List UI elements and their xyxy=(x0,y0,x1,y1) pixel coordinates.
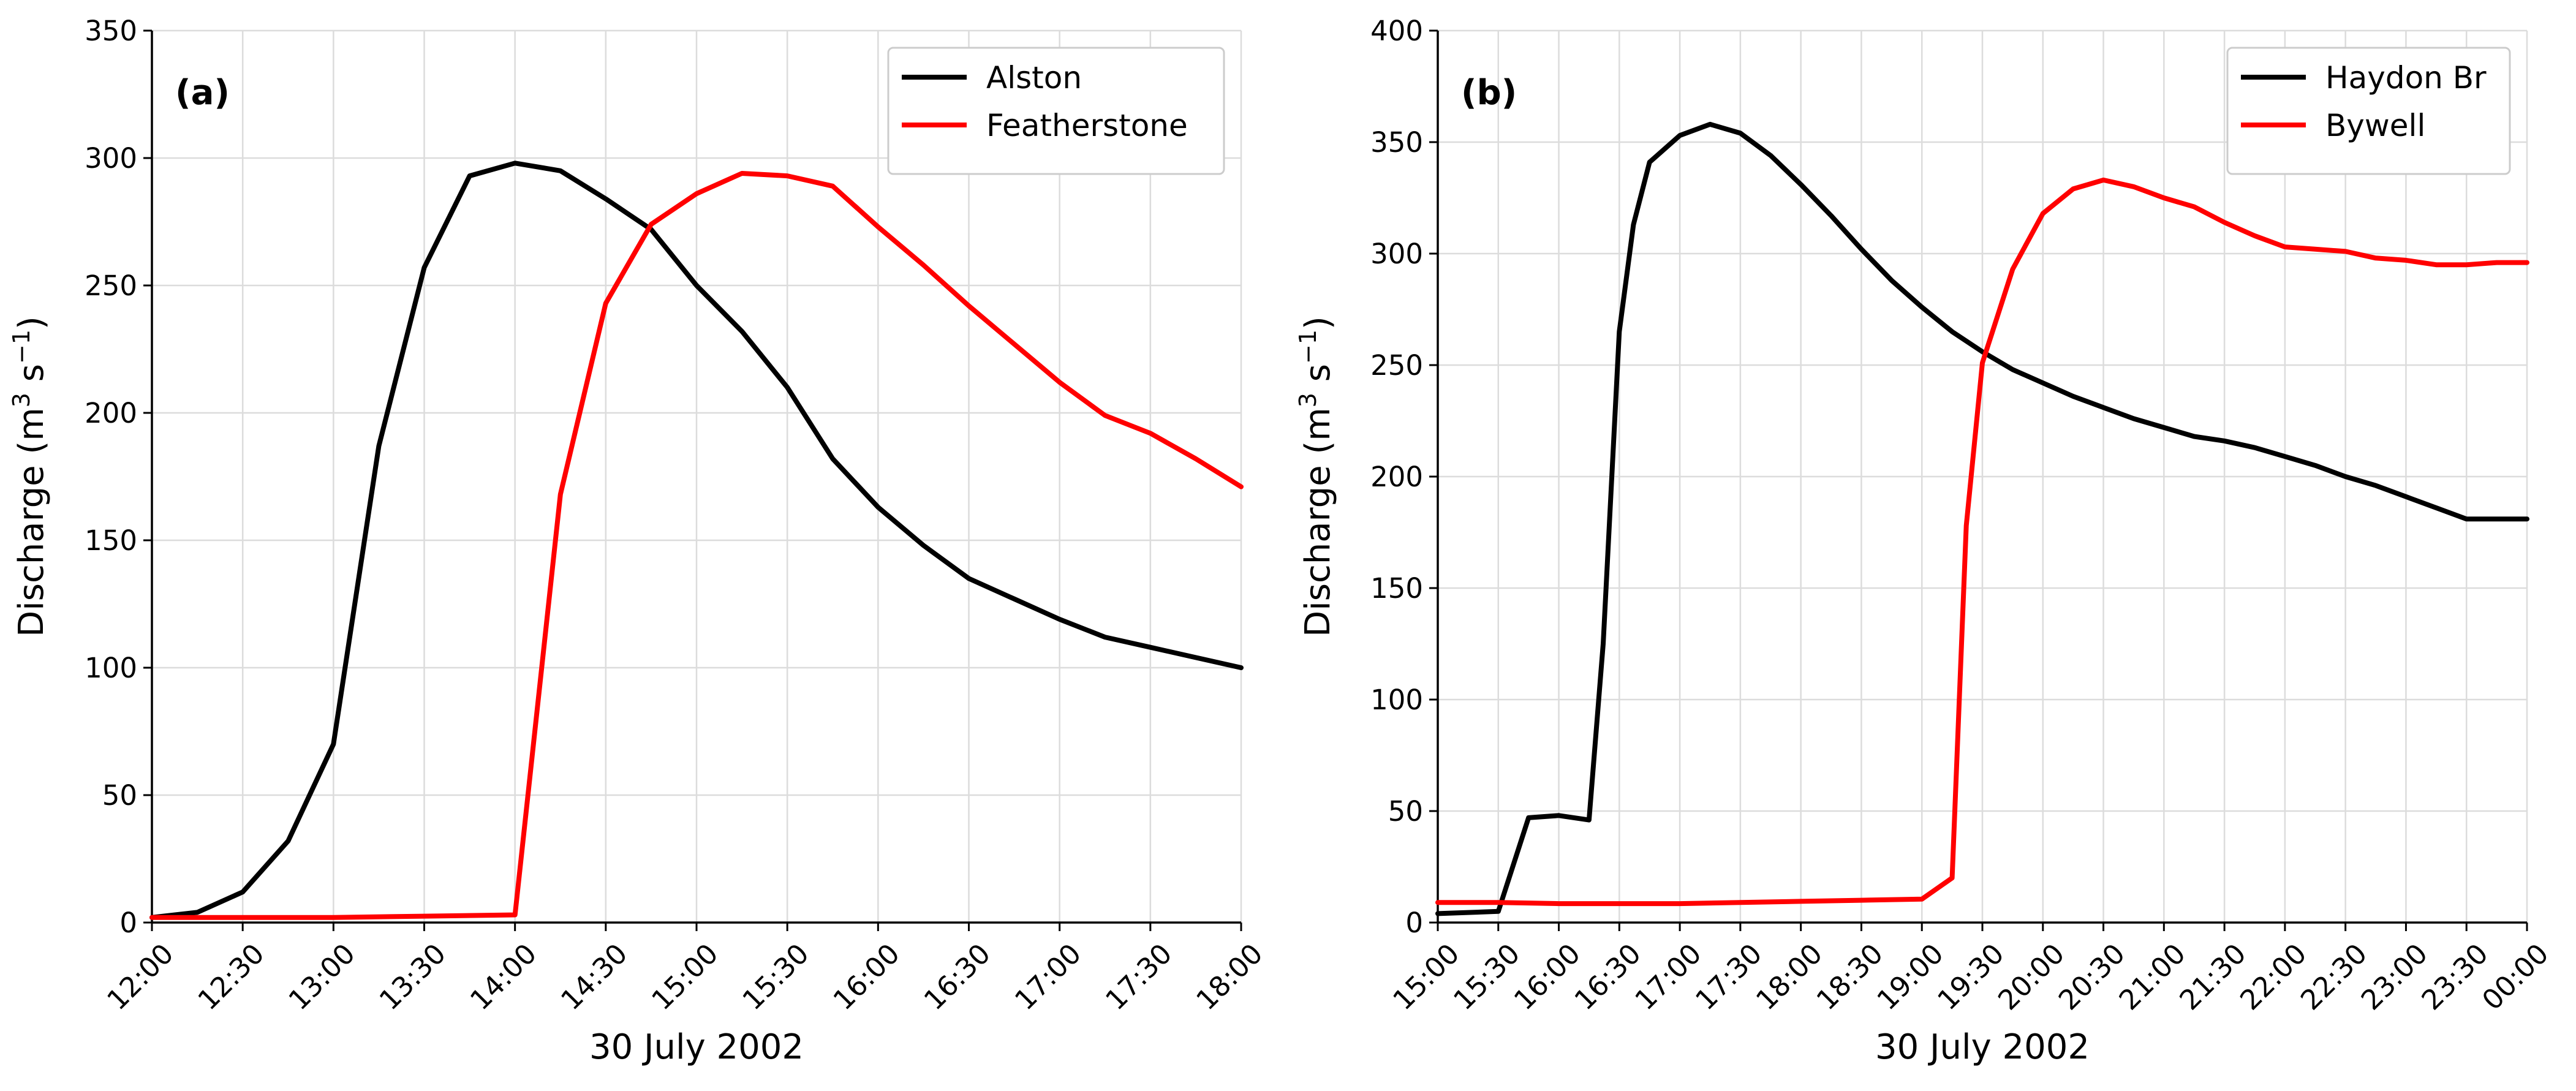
x-tick-label: 19:30 xyxy=(1931,937,2010,1016)
x-tick-label: 13:30 xyxy=(373,937,452,1016)
legend-box xyxy=(887,47,1225,175)
x-tick-label: 21:00 xyxy=(2113,937,2192,1016)
y-axis-title: Discharge (m3 s−1) xyxy=(8,316,51,637)
x-tick-label: 16:30 xyxy=(918,937,997,1016)
x-tick-label: 00:00 xyxy=(2476,937,2555,1016)
x-axis-title: 30 July 2002 xyxy=(1875,1027,2090,1067)
legend-label: Haydon Br xyxy=(2325,60,2487,96)
y-axis-title-part: s xyxy=(1298,364,1338,393)
y-tick-label: 50 xyxy=(1388,795,1423,828)
x-tick-label: 18:00 xyxy=(1750,937,1829,1016)
y-axis-title-superscript: 3 xyxy=(1294,393,1321,407)
y-tick-label: 0 xyxy=(119,907,137,939)
x-tick-label: 17:00 xyxy=(1008,937,1087,1016)
y-tick-label: 350 xyxy=(85,15,137,47)
panel-b: 05010015020025030035040015:0015:3016:001… xyxy=(1294,15,2555,1067)
series-line-featherstone xyxy=(149,171,1244,920)
y-tick-label: 150 xyxy=(85,524,137,557)
y-tick-label: 100 xyxy=(1370,684,1423,716)
y-axis-title-superscript: −1 xyxy=(1294,330,1321,364)
legend: Haydon Br Bywell xyxy=(2226,47,2511,175)
x-tick-label: 14:30 xyxy=(554,937,633,1016)
x-tick-label: 22:30 xyxy=(2294,937,2373,1016)
legend-label: Bywell xyxy=(2325,108,2425,143)
y-tick-label: 300 xyxy=(85,142,137,175)
panel-label: (a) xyxy=(175,73,230,113)
x-tick-label: 17:30 xyxy=(1099,937,1178,1016)
panel-a: 0 50 100 150 200 250 300 350 12:00 12:30 13:00 13:3… xyxy=(8,15,1269,1067)
y-axis-title-part: Discharge (m xyxy=(1298,407,1338,637)
y-tick-label: 250 xyxy=(85,270,137,302)
y-tick-label: 250 xyxy=(1370,349,1423,382)
x-axis-title: 30 July 2002 xyxy=(589,1027,804,1067)
series-line-haydon-br xyxy=(1435,121,2529,916)
x-tick-label: 22:00 xyxy=(2234,937,2313,1016)
x-tick-label: 14:00 xyxy=(464,937,543,1016)
x-tick-label: 20:30 xyxy=(2052,937,2131,1016)
x-tick-label: 15:00 xyxy=(645,937,724,1016)
y-axis-title-part: ) xyxy=(1298,316,1338,330)
x-tick-label: 21:30 xyxy=(2173,937,2252,1016)
y-tick-label: 300 xyxy=(1370,238,1423,270)
x-tick-label: 23:30 xyxy=(2415,937,2495,1016)
y-axis-title-superscript: 3 xyxy=(8,393,35,407)
x-tick-label: 18:00 xyxy=(1190,937,1269,1016)
x-tick-label: 15:30 xyxy=(1447,937,1526,1016)
y-axis-title-part: Discharge (m xyxy=(12,407,51,637)
y-axis-title-superscript: −1 xyxy=(8,330,35,364)
y-tick-label: 100 xyxy=(85,652,137,684)
x-tick-label: 16:00 xyxy=(827,937,906,1016)
x-tick-label: 19:00 xyxy=(1871,937,1950,1016)
y-tick-label: 200 xyxy=(85,397,137,429)
panel-label: (b) xyxy=(1461,73,1517,113)
y-tick-label: 200 xyxy=(1370,461,1423,493)
x-tick-label: 17:00 xyxy=(1628,937,1707,1016)
y-tick-label: 400 xyxy=(1370,15,1423,47)
x-tick-label: 15:30 xyxy=(736,937,815,1016)
legend-label: Featherstone xyxy=(986,108,1188,143)
y-tick-label: 0 xyxy=(1405,907,1423,939)
x-tick-label: 12:00 xyxy=(100,937,179,1016)
x-tick-label: 17:30 xyxy=(1689,937,1768,1016)
x-tick-label: 15:00 xyxy=(1386,937,1465,1016)
y-tick-label: 150 xyxy=(1370,572,1423,605)
y-tick-label: 350 xyxy=(1370,126,1423,159)
x-tick-label: 23:00 xyxy=(2355,937,2434,1016)
x-tick-label: 20:00 xyxy=(1992,937,2071,1016)
y-axis-title-part: s xyxy=(12,364,51,393)
x-tick-label: 18:30 xyxy=(1810,937,1889,1016)
x-tick-label: 13:00 xyxy=(282,937,361,1016)
x-tick-label: 16:30 xyxy=(1568,937,1647,1016)
series-line-alston xyxy=(149,160,1244,920)
legend-label: Alston xyxy=(986,60,1082,96)
y-tick-label: 50 xyxy=(102,779,137,812)
legend: Alston Featherstone xyxy=(887,47,1225,175)
y-axis-title: Discharge (m3 s−1) xyxy=(1294,316,1338,637)
series-line-bywell xyxy=(1435,177,2529,907)
y-axis-title-part: ) xyxy=(12,316,51,330)
x-tick-label: 12:30 xyxy=(192,937,271,1016)
x-tick-label: 16:00 xyxy=(1508,937,1587,1016)
